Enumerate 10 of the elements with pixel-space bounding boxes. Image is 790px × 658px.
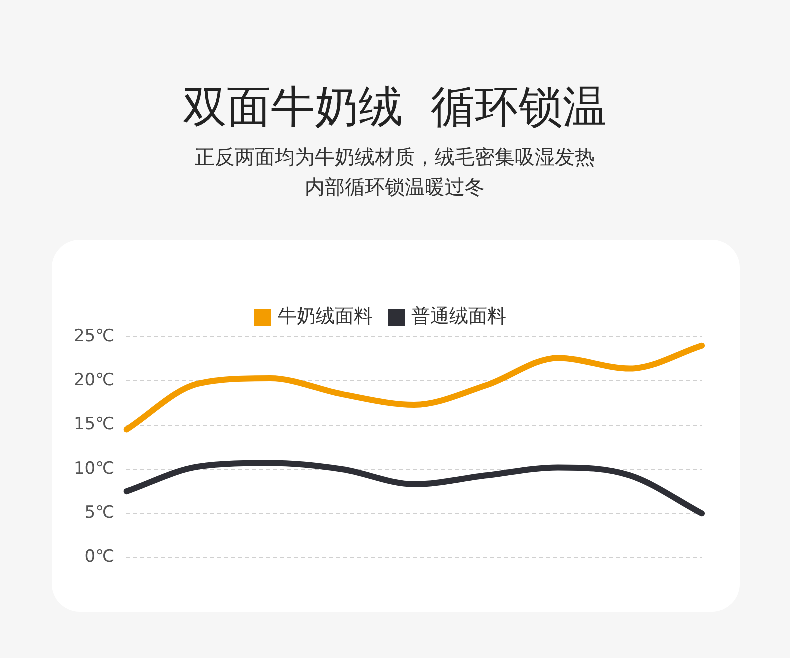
legend-label: 牛奶绒面料 [278, 305, 373, 328]
y-tick-label: 10℃ [74, 458, 115, 479]
chart-subtitle: 正反两面均为牛奶绒材质，绒毛密集吸湿发热内部循环锁温暖过冬 [194, 144, 596, 201]
y-tick-label: 20℃ [74, 370, 115, 391]
chart-title: 双面牛奶绒 循环锁温 [182, 81, 608, 135]
y-tick-label: 25℃ [74, 326, 115, 346]
y-tick-label: 15℃ [74, 414, 115, 435]
legend-label: 普通绒面料 [412, 305, 506, 328]
y-tick-label: 0℃ [84, 547, 115, 568]
y-tick-label: 5℃ [84, 503, 115, 524]
